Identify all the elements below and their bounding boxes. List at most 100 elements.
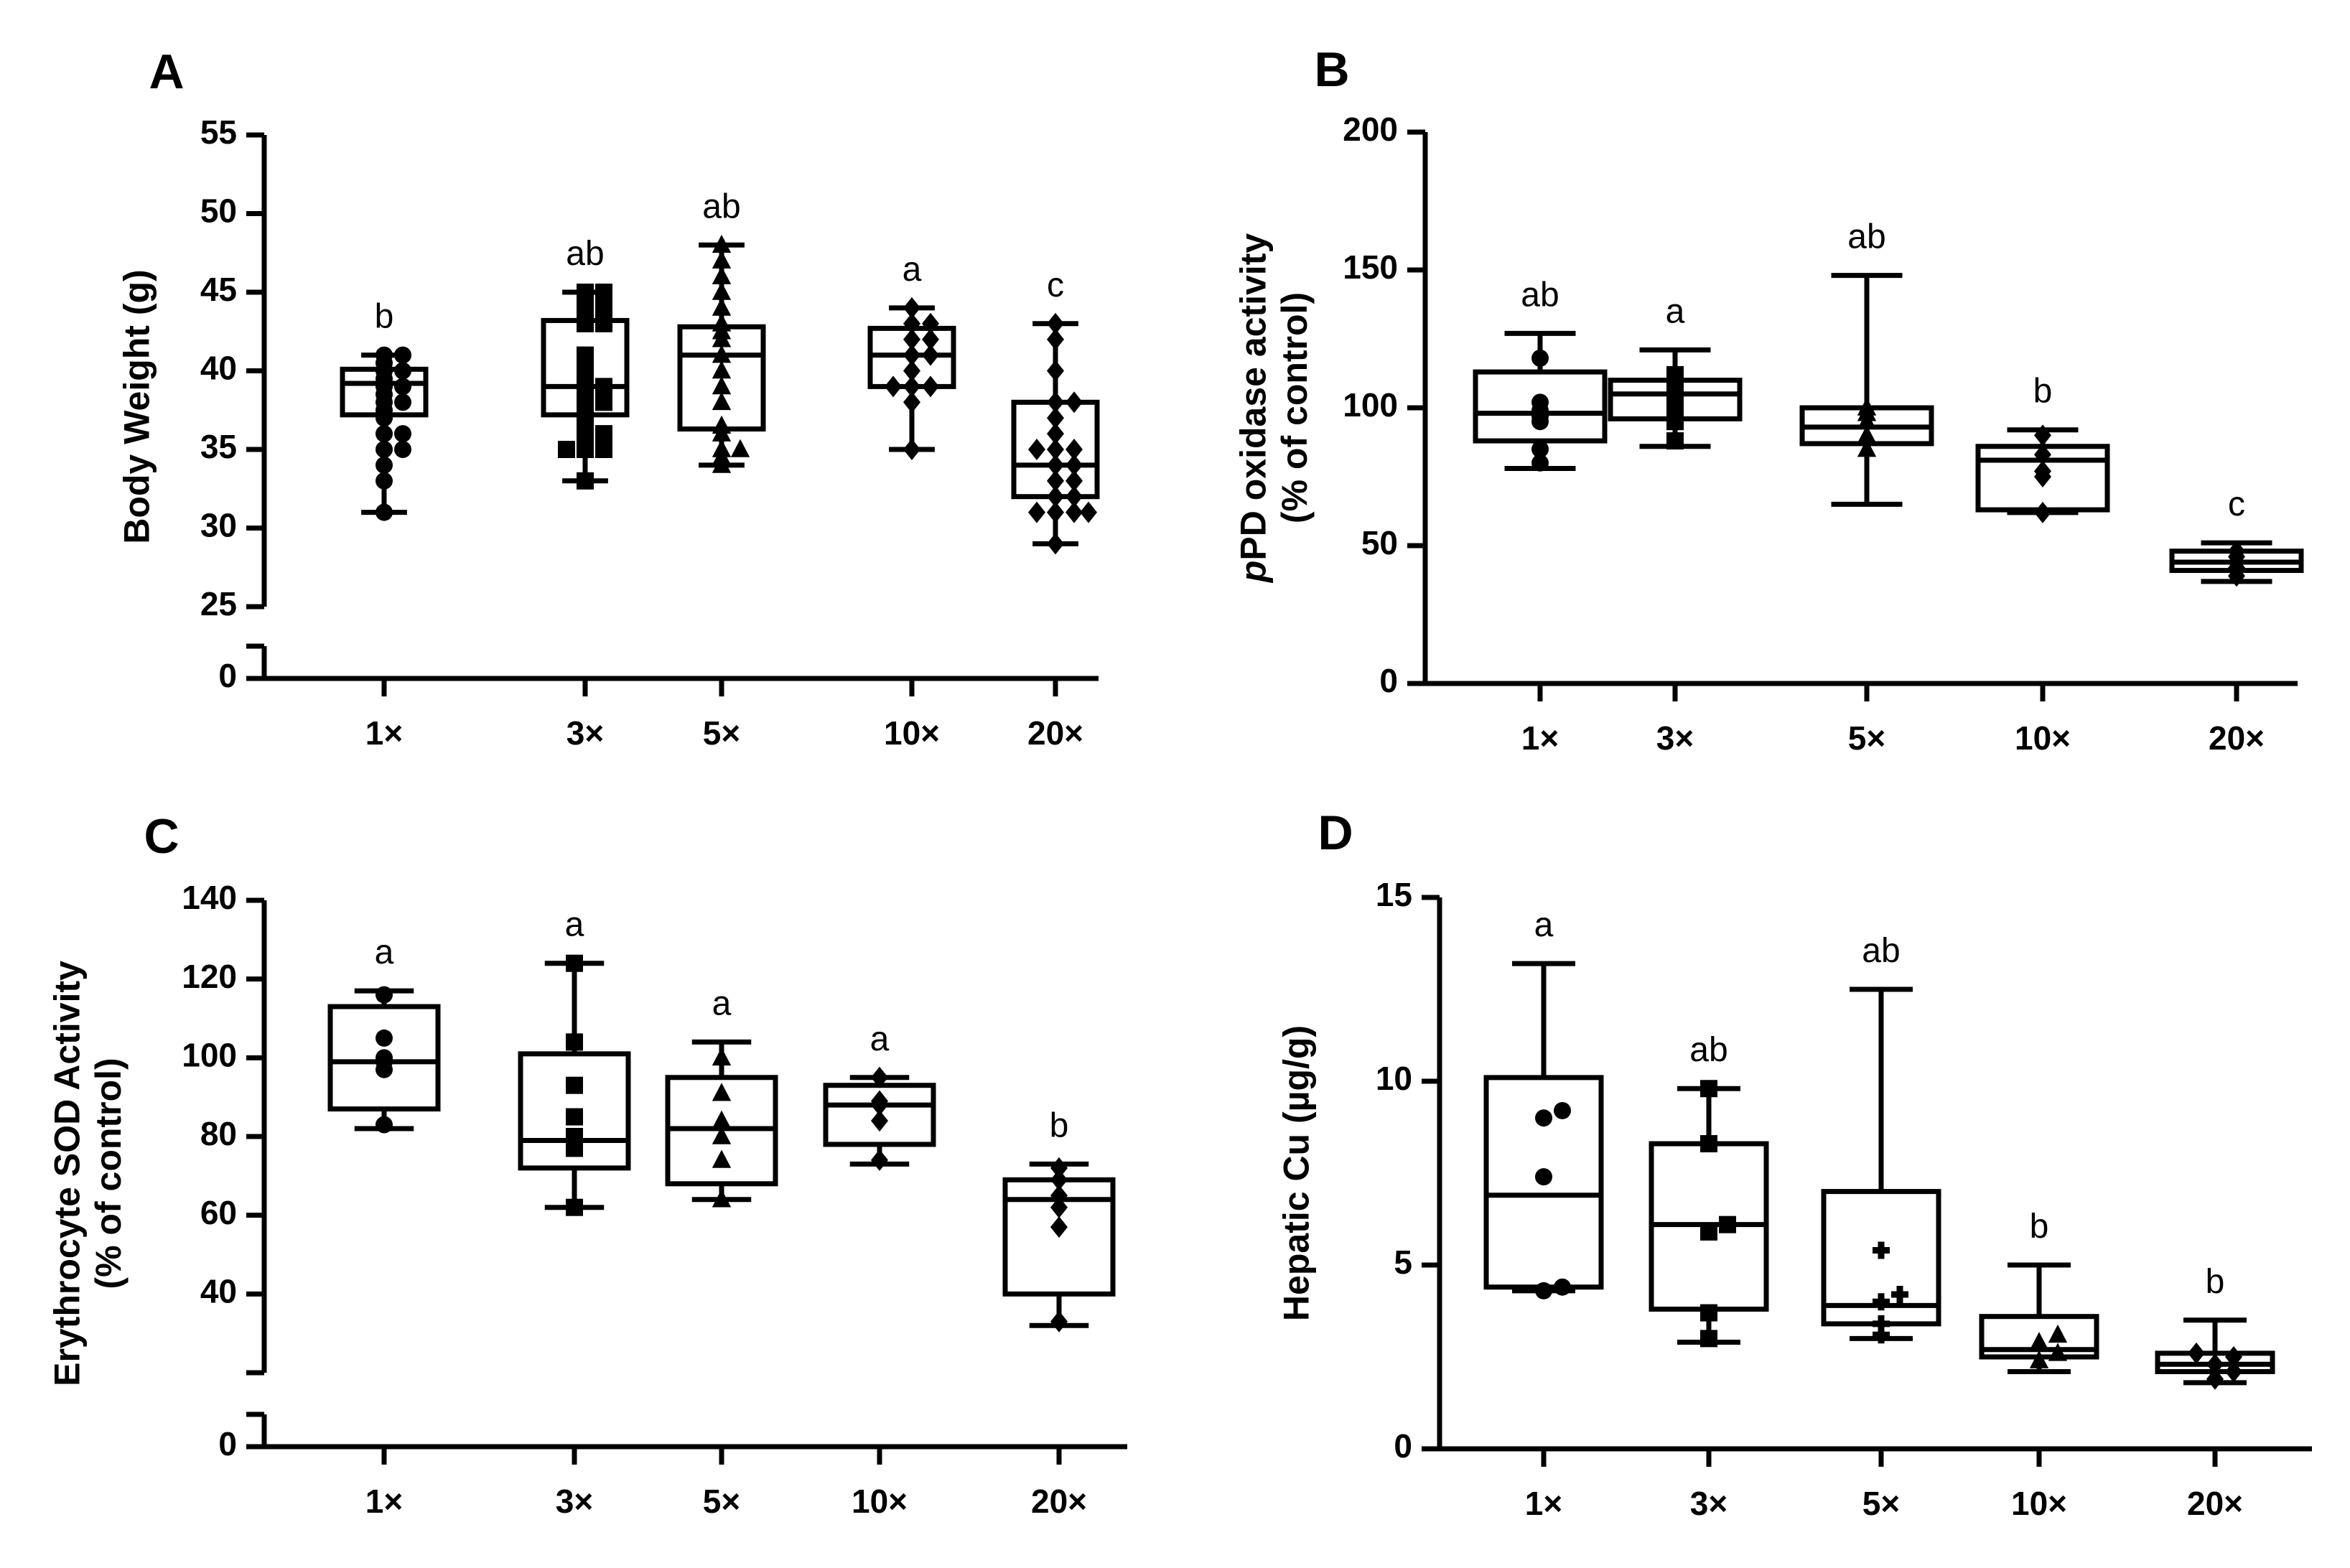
data-point — [394, 393, 411, 411]
data-point — [2034, 501, 2051, 523]
data-point — [903, 328, 920, 350]
data-point — [1050, 1216, 1068, 1238]
data-point — [577, 362, 594, 380]
data-point — [1047, 454, 1064, 476]
box-group: b — [1975, 373, 2110, 523]
x-tick-label: 1× — [365, 1483, 403, 1520]
data-point — [922, 328, 939, 350]
y-tick-label: 100 — [182, 1036, 237, 1073]
data-point — [903, 344, 920, 366]
y-tick-label: 60 — [200, 1194, 237, 1231]
significance-letter: a — [1534, 906, 1554, 944]
data-point — [577, 378, 594, 396]
x-tick-label: 3× — [556, 1483, 593, 1520]
data-point — [1531, 349, 1549, 367]
y-tick-label: 25 — [200, 585, 237, 622]
box-group: b — [2155, 1263, 2275, 1390]
y-axis-label-rest: PD oxidase activity — [1234, 233, 1274, 561]
significance-letter: a — [1666, 292, 1685, 330]
y-tick-label: 120 — [182, 958, 237, 995]
x-tick-label: 20× — [2187, 1485, 2243, 1522]
data-point — [577, 314, 594, 332]
x-tick-label: 20× — [1027, 714, 1083, 752]
box-group: a — [327, 933, 441, 1134]
y-tick-label: 200 — [1343, 111, 1398, 148]
data-point — [394, 378, 411, 396]
data-point — [922, 375, 939, 398]
data-point — [394, 441, 411, 458]
significance-letter: b — [1050, 1106, 1069, 1144]
data-point — [903, 360, 920, 382]
data-point — [1047, 533, 1064, 555]
x-tick-label: 10× — [2011, 1485, 2067, 1522]
data-point — [1050, 1169, 1068, 1191]
data-point — [376, 986, 393, 1004]
data-point — [712, 1189, 732, 1208]
data-point — [2034, 444, 2051, 466]
data-point — [1873, 1241, 1890, 1259]
data-point — [2034, 424, 2051, 447]
significance-letter: c — [2228, 485, 2245, 523]
y-axis-label-line: Erythrocyte SOD Activity — [47, 961, 88, 1386]
box-group: a — [1608, 292, 1743, 450]
data-point — [558, 441, 575, 458]
panel-letter: B — [1314, 42, 1349, 97]
box-group: a — [1483, 906, 1604, 1299]
panel-A: A 0 25 30 35 40 45 50 55 Body Weight (g) 1× 3× 5× 10×… — [117, 45, 1100, 752]
data-point — [1857, 397, 1877, 416]
data-point — [903, 391, 920, 414]
x-tick-label: 10× — [852, 1483, 908, 1520]
data-point — [1066, 501, 1083, 523]
significance-letter: a — [870, 1020, 890, 1058]
x-tick-label: 3× — [566, 714, 604, 752]
data-point — [577, 299, 594, 317]
box-group: ab — [677, 187, 766, 473]
x-tick-label: 20× — [1031, 1483, 1087, 1520]
data-point — [1028, 439, 1045, 460]
data-point — [1666, 432, 1684, 450]
data-point — [1531, 393, 1549, 411]
data-point — [577, 346, 594, 364]
data-point — [1047, 423, 1064, 445]
data-point — [1891, 1285, 1908, 1303]
data-point — [1050, 1157, 1068, 1179]
data-point — [2206, 1368, 2224, 1390]
data-point — [577, 472, 594, 490]
data-point — [903, 312, 920, 335]
data-point — [885, 375, 902, 398]
significance-letter: a — [712, 984, 732, 1022]
data-point — [2225, 1361, 2242, 1383]
data-point — [577, 441, 594, 458]
significance-letter: ab — [702, 187, 740, 225]
data-point — [1047, 485, 1064, 508]
panel-D: D 0 5 10 15 Hepatic Cu (µg/g) 1× 3× 5× 10× 20× a ab a… — [1277, 806, 2312, 1522]
data-point — [712, 1110, 732, 1129]
y-axis-label-line: pPD oxidase activity — [1234, 233, 1274, 584]
box-group: c — [2169, 485, 2304, 587]
data-point — [376, 456, 393, 474]
data-point — [1700, 1135, 1717, 1153]
data-point — [376, 472, 393, 490]
x-tick-label: 5× — [703, 714, 740, 752]
x-tick-label: 1× — [1525, 1485, 1562, 1522]
y-axis-label: Hepatic Cu (µg/g) — [1277, 1025, 1317, 1321]
data-point — [595, 284, 612, 301]
data-point — [2048, 1343, 2068, 1361]
data-point — [871, 1149, 888, 1171]
y-tick-label: 50 — [1361, 524, 1398, 561]
data-point — [871, 1110, 888, 1132]
data-point — [903, 297, 920, 319]
data-point — [577, 409, 594, 427]
y-tick-label: 0 — [218, 657, 237, 694]
data-point — [1047, 501, 1064, 523]
data-point — [712, 1149, 732, 1168]
panel-C: C 0 40 60 80 100 120 140 Erythrocyte SOD Activit… — [47, 809, 1127, 1520]
significance-letter: a — [565, 906, 584, 944]
data-point — [1066, 485, 1083, 508]
data-point — [730, 439, 750, 457]
data-point — [903, 375, 920, 398]
x-tick-label: 5× — [703, 1483, 740, 1520]
data-point — [1554, 1278, 1571, 1296]
data-point — [1700, 1330, 1717, 1348]
data-point — [1857, 439, 1877, 457]
